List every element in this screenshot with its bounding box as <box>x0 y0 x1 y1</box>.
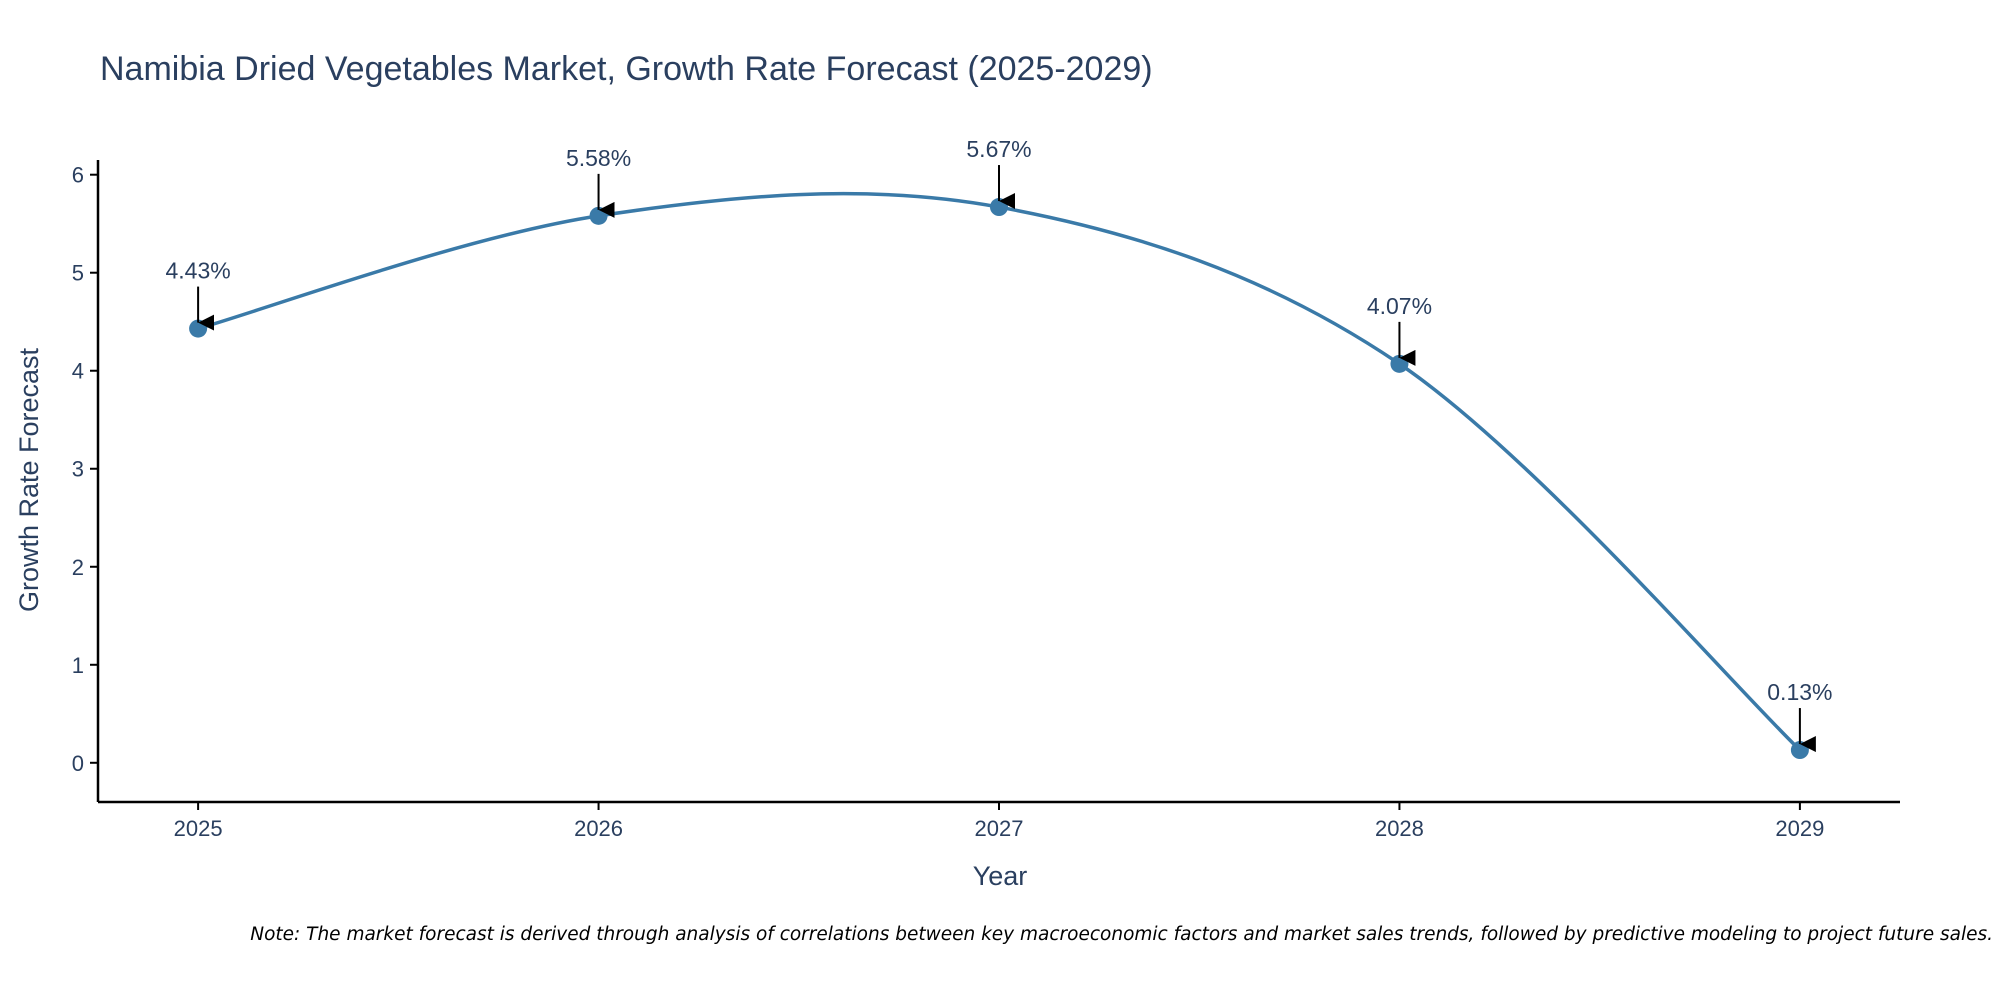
y-tick-label: 6 <box>72 163 84 188</box>
chart-title: Namibia Dried Vegetables Market, Growth … <box>100 50 1153 88</box>
plot-area: 0 1 2 3 4 5 6 2025 2026 2027 2028 2029 4.43% 5.58% 5… <box>72 136 1900 841</box>
x-tick-label: 2029 <box>1775 816 1824 841</box>
data-label: 4.07% <box>1367 293 1432 319</box>
data-label: 0.13% <box>1767 679 1832 705</box>
y-tick-label: 3 <box>72 457 84 482</box>
growth-rate-series-line <box>197 191 1802 752</box>
y-tick-label: 2 <box>72 555 84 580</box>
data-label: 5.58% <box>566 145 631 171</box>
data-annotations: 4.43% 5.58% 5.67% 4.07% 0.13% <box>166 136 1832 753</box>
x-axis-title: Year <box>973 861 1028 891</box>
y-axis-ticks: 0 1 2 3 4 5 6 <box>72 163 98 776</box>
forecast-note: Note: The market forecast is derived thr… <box>250 924 1993 945</box>
data-points <box>189 198 1809 760</box>
data-label: 4.43% <box>166 258 231 284</box>
x-tick-label: 2026 <box>574 816 623 841</box>
data-label: 5.67% <box>966 136 1031 162</box>
y-tick-label: 1 <box>72 653 84 678</box>
x-tick-label: 2027 <box>975 816 1024 841</box>
y-tick-label: 0 <box>72 751 84 776</box>
x-axis-ticks: 2025 2026 2027 2028 2029 <box>174 802 1824 841</box>
x-tick-label: 2025 <box>174 816 223 841</box>
x-tick-label: 2028 <box>1375 816 1424 841</box>
y-tick-label: 5 <box>72 261 84 286</box>
y-axis-title: Growth Rate Forecast <box>14 347 44 612</box>
y-tick-label: 4 <box>72 359 84 384</box>
